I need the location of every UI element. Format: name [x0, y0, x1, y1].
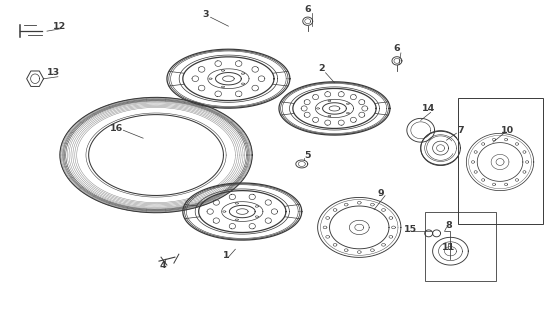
- Text: 13: 13: [47, 68, 60, 77]
- Text: 6: 6: [394, 44, 400, 53]
- Text: 14: 14: [422, 104, 435, 113]
- Text: 8: 8: [445, 221, 452, 230]
- Text: 12: 12: [53, 22, 67, 31]
- Bar: [425, 212, 496, 281]
- Text: 2: 2: [318, 64, 325, 73]
- Text: 9: 9: [378, 189, 384, 198]
- Text: 7: 7: [457, 126, 464, 135]
- Text: 16: 16: [110, 124, 123, 133]
- Text: 11: 11: [442, 243, 455, 252]
- Text: 3: 3: [202, 10, 209, 19]
- Text: 5: 5: [305, 150, 311, 160]
- Bar: [458, 98, 543, 224]
- Text: 1: 1: [223, 251, 230, 260]
- Text: 6: 6: [304, 5, 311, 14]
- Text: 15: 15: [404, 225, 417, 234]
- Text: 4: 4: [160, 260, 166, 269]
- Text: 10: 10: [502, 126, 514, 135]
